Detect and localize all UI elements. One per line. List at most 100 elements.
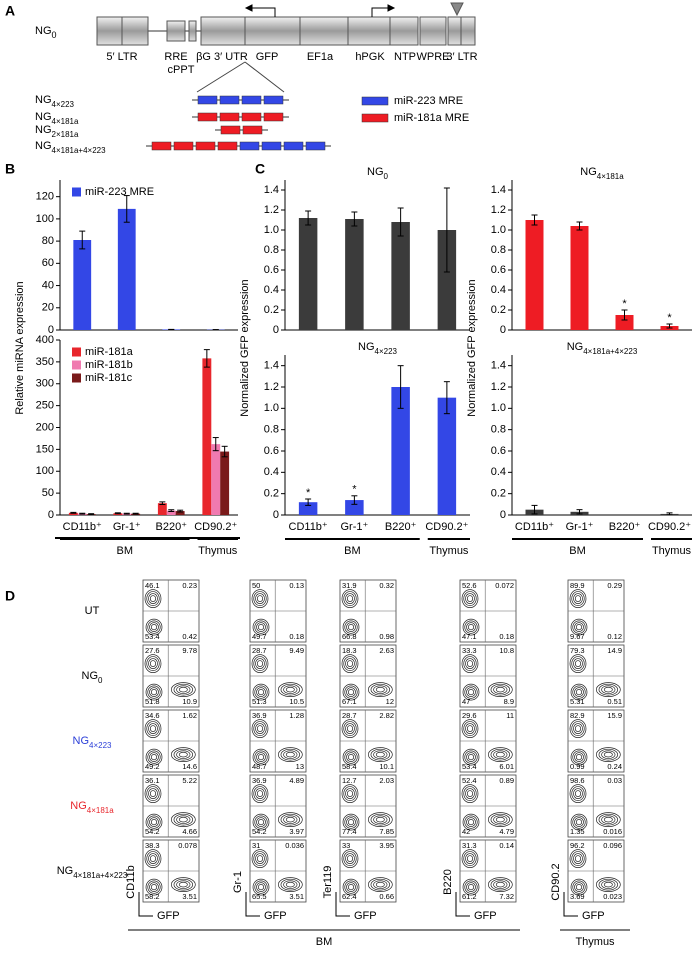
y-tick-label: 1.2 bbox=[491, 204, 506, 216]
contour bbox=[254, 880, 268, 894]
quadrant-value: 79.3 bbox=[570, 646, 585, 655]
quadrant-value: 10.8 bbox=[499, 646, 514, 655]
contour bbox=[173, 683, 194, 696]
y-tick-label: 1.0 bbox=[491, 402, 506, 414]
vector-map bbox=[96, 2, 476, 46]
contour bbox=[342, 813, 360, 831]
contour bbox=[461, 719, 479, 738]
contour bbox=[344, 685, 358, 699]
contour bbox=[346, 882, 356, 892]
variant-name-sub: 2×181a bbox=[52, 130, 79, 139]
quadrant-value: 0.24 bbox=[607, 762, 622, 771]
contour bbox=[146, 851, 160, 866]
contour bbox=[570, 683, 588, 701]
error-bar bbox=[531, 504, 538, 515]
mre-block bbox=[173, 141, 194, 151]
quadrant-value: 28.7 bbox=[342, 711, 357, 720]
contour bbox=[595, 812, 621, 827]
y-marker-label: B220 bbox=[442, 869, 454, 895]
chart-title-main: NG bbox=[567, 341, 584, 353]
contour bbox=[285, 751, 295, 758]
contour bbox=[256, 790, 264, 798]
contour bbox=[277, 682, 303, 697]
contour bbox=[148, 853, 158, 864]
quadrant-value: 66.8 bbox=[342, 632, 357, 641]
contour bbox=[341, 719, 359, 738]
contour bbox=[149, 687, 159, 697]
contour bbox=[346, 622, 356, 632]
contour bbox=[370, 683, 391, 696]
contour bbox=[148, 723, 158, 734]
contour bbox=[569, 654, 587, 673]
quadrant-value: 31.3 bbox=[462, 841, 477, 850]
contour bbox=[256, 595, 264, 603]
row-label: NG4×181a+4×223 bbox=[57, 865, 128, 880]
quadrant-value: 77.4 bbox=[342, 827, 357, 836]
error-bar bbox=[212, 437, 219, 452]
contour bbox=[150, 819, 158, 826]
quadrant-value: 7.32 bbox=[499, 892, 514, 901]
bar bbox=[220, 451, 230, 515]
contour bbox=[145, 878, 163, 896]
contour bbox=[147, 750, 161, 764]
contour bbox=[254, 750, 268, 764]
mre-block bbox=[197, 112, 218, 122]
contour bbox=[490, 878, 511, 891]
legend-label: miR-181a bbox=[85, 346, 134, 358]
contour bbox=[575, 884, 583, 891]
contour bbox=[598, 878, 619, 891]
quadrant-value: 42 bbox=[462, 827, 470, 836]
significance-mark: * bbox=[622, 298, 627, 310]
contour bbox=[254, 815, 268, 829]
row-label-sub: 4×223 bbox=[89, 741, 112, 750]
x-tick-label: Gr-1⁺ bbox=[113, 521, 141, 533]
contour bbox=[277, 812, 303, 827]
mre-block bbox=[195, 141, 216, 151]
bar bbox=[298, 502, 318, 515]
contour bbox=[147, 685, 161, 699]
contour bbox=[601, 685, 616, 694]
legend-label: miR-181b bbox=[85, 359, 133, 371]
contour bbox=[370, 813, 391, 826]
contour bbox=[149, 660, 157, 668]
contour bbox=[176, 880, 191, 889]
panel-label: A bbox=[5, 3, 15, 19]
contour bbox=[570, 878, 588, 896]
contour bbox=[466, 660, 474, 668]
error-bar bbox=[168, 509, 175, 512]
contour bbox=[170, 877, 196, 892]
group-label: BM bbox=[316, 936, 333, 948]
contour bbox=[461, 589, 479, 608]
row-label-main: NG bbox=[73, 735, 90, 747]
contour bbox=[603, 816, 613, 823]
flow-plot bbox=[567, 839, 625, 903]
y-tick-label: 350 bbox=[36, 356, 54, 368]
contour bbox=[343, 656, 357, 671]
contour bbox=[178, 686, 188, 693]
contour bbox=[574, 687, 584, 697]
quadrant-value: 0.12 bbox=[607, 632, 622, 641]
row-label: UT bbox=[85, 605, 100, 617]
quadrant-value: 0.98 bbox=[379, 632, 394, 641]
error-bar bbox=[576, 221, 583, 231]
flow-plot bbox=[459, 579, 517, 643]
significance-mark: * bbox=[306, 487, 311, 499]
quadrant-value: 12.7 bbox=[342, 776, 357, 785]
contour bbox=[341, 654, 359, 673]
contour bbox=[347, 754, 355, 761]
y-axis-label: Normalized GFP expression bbox=[466, 279, 478, 416]
y-tick-label: 0 bbox=[273, 324, 279, 336]
legend-swatch bbox=[72, 347, 81, 357]
mre-block bbox=[220, 125, 241, 135]
contour bbox=[346, 725, 354, 733]
contour bbox=[493, 815, 508, 824]
x-tick-label: CD90.2⁺ bbox=[425, 521, 468, 533]
contour bbox=[255, 658, 265, 669]
y-tick-label: 1.4 bbox=[491, 184, 506, 196]
contour bbox=[346, 595, 354, 603]
y-tick-label: 100 bbox=[36, 465, 54, 477]
contour bbox=[341, 589, 359, 608]
flow-plot bbox=[339, 774, 397, 838]
x-tick-label: CD90.2⁺ bbox=[648, 521, 691, 533]
element-label: GFP bbox=[256, 51, 279, 63]
